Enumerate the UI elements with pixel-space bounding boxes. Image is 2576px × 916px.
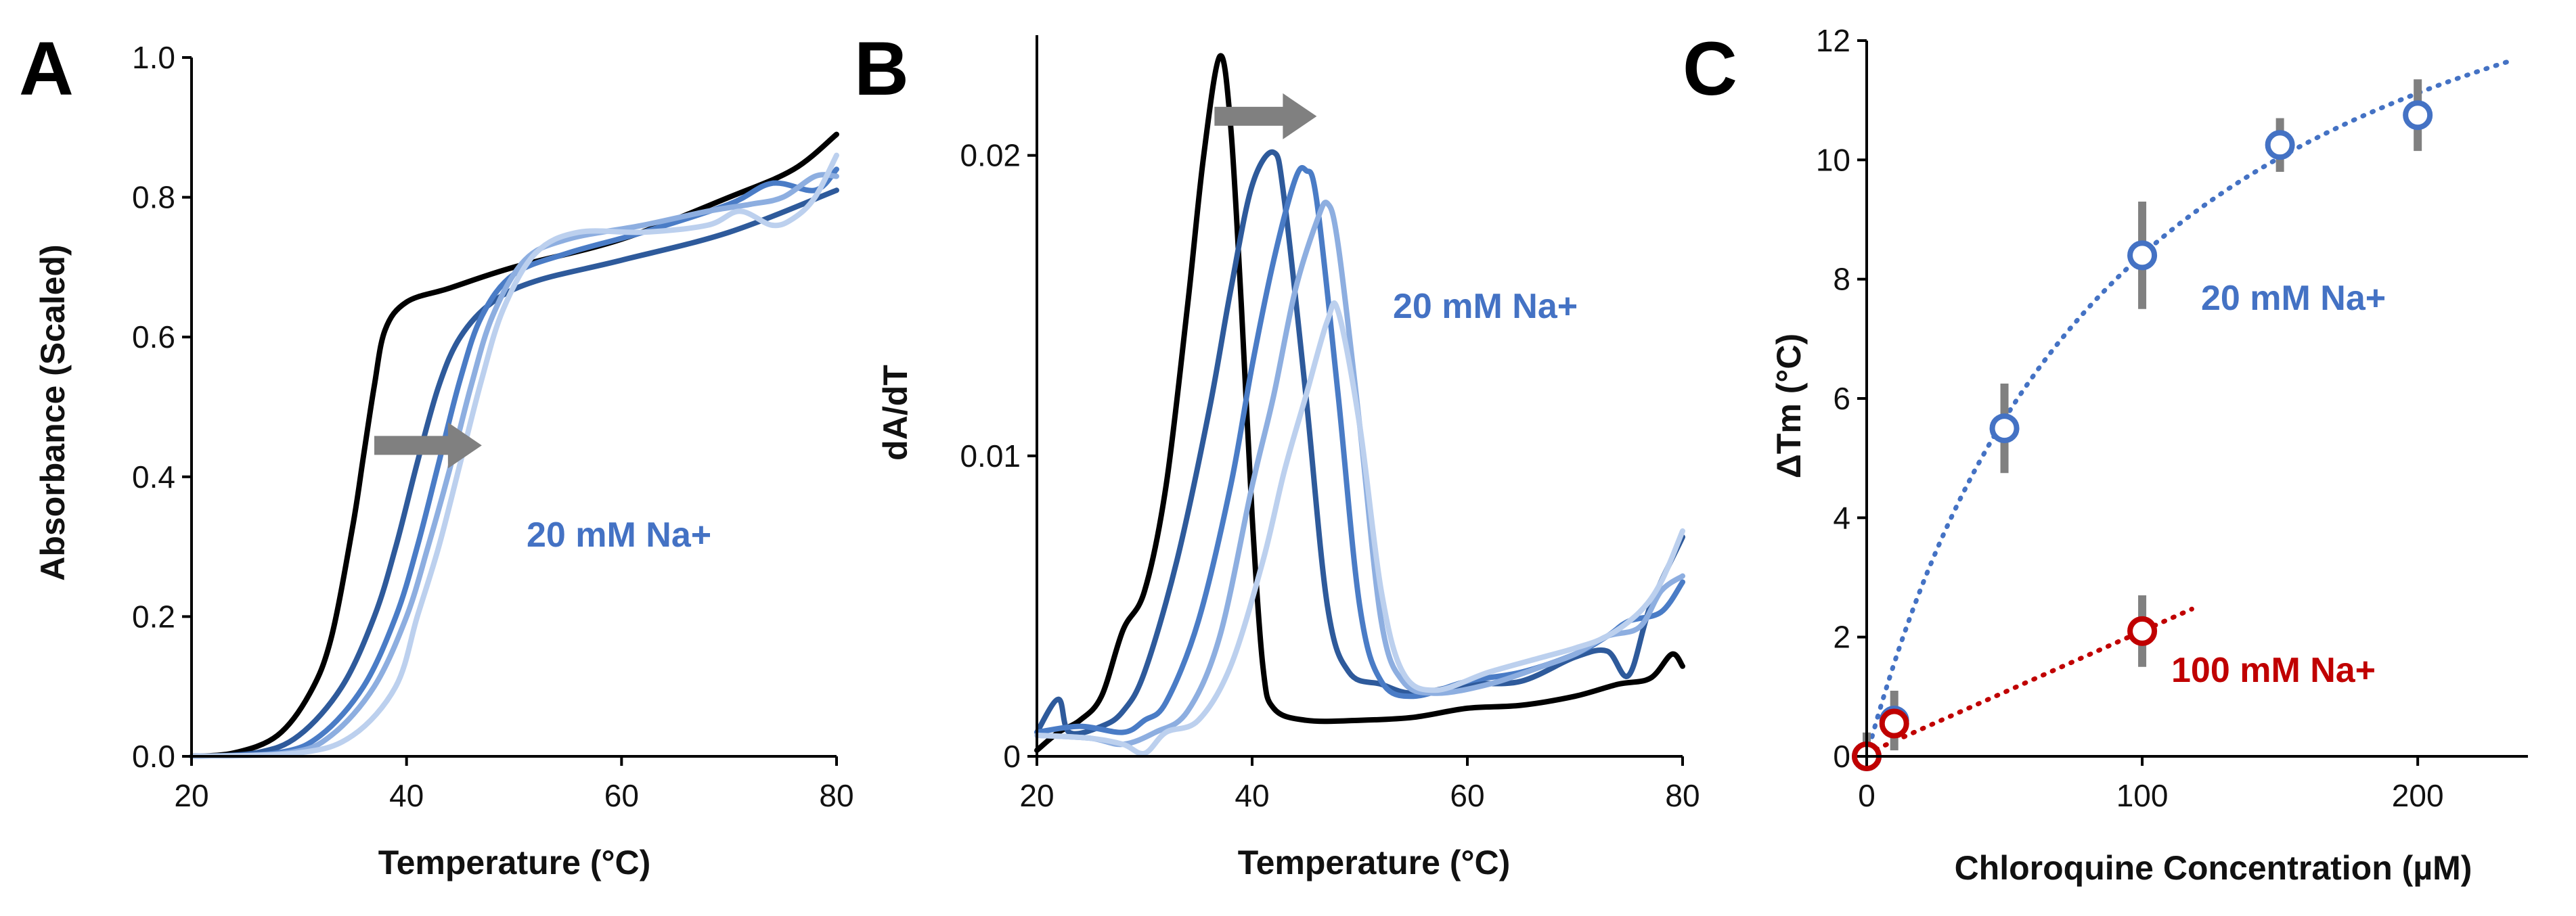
data-point-20mm: [2127, 240, 2158, 271]
panel-a-x-tick-label: 60: [604, 778, 639, 813]
panel-b-x-tick-label: 80: [1665, 778, 1700, 813]
panel-a-y-tick-label: 0.0: [132, 739, 175, 774]
panel-c-y-tick-label: 8: [1833, 262, 1850, 297]
chart-panel-b: 20 40 60 80 0 0.01 0.02 Temperature (°C) dA/d…: [876, 35, 1700, 881]
panel-b-y-tick-label: 0: [1003, 739, 1021, 774]
panel-a-x-ticks: 20 40 60 80: [174, 756, 854, 813]
panel-c-y-ticks: 0 2 4 6 8 10 12: [1816, 23, 1867, 774]
panel-c-y-tick-label: 0: [1833, 739, 1850, 774]
panel-a-y-axis-title: Absorbance (Scaled): [34, 244, 72, 580]
panel-a-y-tick-label: 0.8: [132, 180, 175, 215]
panel-b-series-line-5: [1034, 300, 1685, 756]
legend-label-20mm: 20 mM Na+: [2201, 279, 2386, 318]
panel-c-y-tick-label: 6: [1833, 381, 1850, 416]
panel-c-y-axis-title: ΔTm (°C): [1770, 334, 1808, 478]
panel-a-series-line-3: [189, 166, 839, 759]
panel-b-label: B: [854, 26, 909, 111]
data-point-20mm: [2403, 100, 2433, 131]
data-point-100mm: [1879, 708, 1909, 739]
chart-panel-a: 20 40 60 80 0.0 0.2 0.4 0.6 0.8 1.0 Temperature …: [34, 40, 854, 881]
panel-c-x-tick-label: 0: [1858, 778, 1875, 813]
panel-b-x-ticks: 20 40 60 80: [1019, 756, 1700, 813]
panel-c-label: C: [1683, 26, 1737, 111]
panel-b-y-ticks: 0 0.01 0.02: [960, 138, 1037, 774]
panel-a-x-tick-label: 40: [389, 778, 424, 813]
panel-a-x-axis-title: Temperature (°C): [378, 844, 650, 881]
data-point-20mm: [1989, 413, 2020, 444]
panel-c-y-tick-label: 4: [1833, 500, 1850, 535]
panel-b-x-tick-label: 60: [1450, 778, 1484, 813]
panel-a-series-line-2: [189, 187, 839, 759]
panel-a-y-tick-label: 0.4: [132, 459, 175, 495]
panel-b-x-tick-label: 20: [1019, 778, 1054, 813]
panel-a-series-line-5: [189, 152, 839, 759]
panel-a-series-line-4: [189, 172, 839, 759]
panel-a-y-tick-label: 0.6: [132, 319, 175, 354]
legend-label-100mm: 100 mM Na+: [2171, 651, 2376, 690]
panel-b-x-axis-title: Temperature (°C): [1238, 844, 1510, 881]
panel-a-y-ticks: 0.0 0.2 0.4 0.6 0.8 1.0: [132, 40, 192, 774]
data-point-20mm: [2265, 130, 2295, 160]
chart-panel-c: 0 100 200 0 2 4 6 8 10 12 Chloroquine Concentrat…: [1770, 23, 2528, 887]
panel-c-x-ticks: 0 100 200: [1858, 756, 2444, 813]
panel-a-shift-arrow: [374, 422, 482, 469]
panel-c-x-tick-label: 100: [2116, 778, 2169, 813]
panel-a-label: A: [19, 26, 74, 111]
panel-b-y-tick-label: 0.01: [960, 438, 1021, 474]
panel-c-x-tick-label: 200: [2392, 778, 2444, 813]
panel-b-annotation: 20 mM Na+: [1393, 287, 1578, 326]
panel-b-y-axis-title: dA/dT: [876, 365, 914, 461]
panel-b-series-line-4: [1034, 200, 1685, 748]
panel-c-x-axis-title: Chloroquine Concentration (µM): [1955, 849, 2472, 887]
fit-line-20mm: [1864, 57, 2517, 759]
panel-b-shift-arrow: [1214, 93, 1317, 139]
panel-b-y-tick-label: 0.02: [960, 138, 1021, 173]
panel-a-y-tick-label: 1.0: [132, 40, 175, 75]
panel-c-y-tick-label: 2: [1833, 620, 1850, 655]
panel-a-annotation: 20 mM Na+: [527, 516, 711, 555]
data-point-100mm: [2127, 616, 2158, 646]
panel-b-x-tick-label: 40: [1235, 778, 1269, 813]
panel-c-y-tick-label: 10: [1816, 142, 1850, 177]
panel-a-x-tick-label: 20: [174, 778, 208, 813]
panel-a-y-tick-label: 0.2: [132, 599, 175, 634]
panel-b-series-line-1: [1034, 53, 1685, 754]
panel-a-x-tick-label: 80: [819, 778, 853, 813]
panel-c-y-tick-label: 12: [1816, 23, 1850, 58]
